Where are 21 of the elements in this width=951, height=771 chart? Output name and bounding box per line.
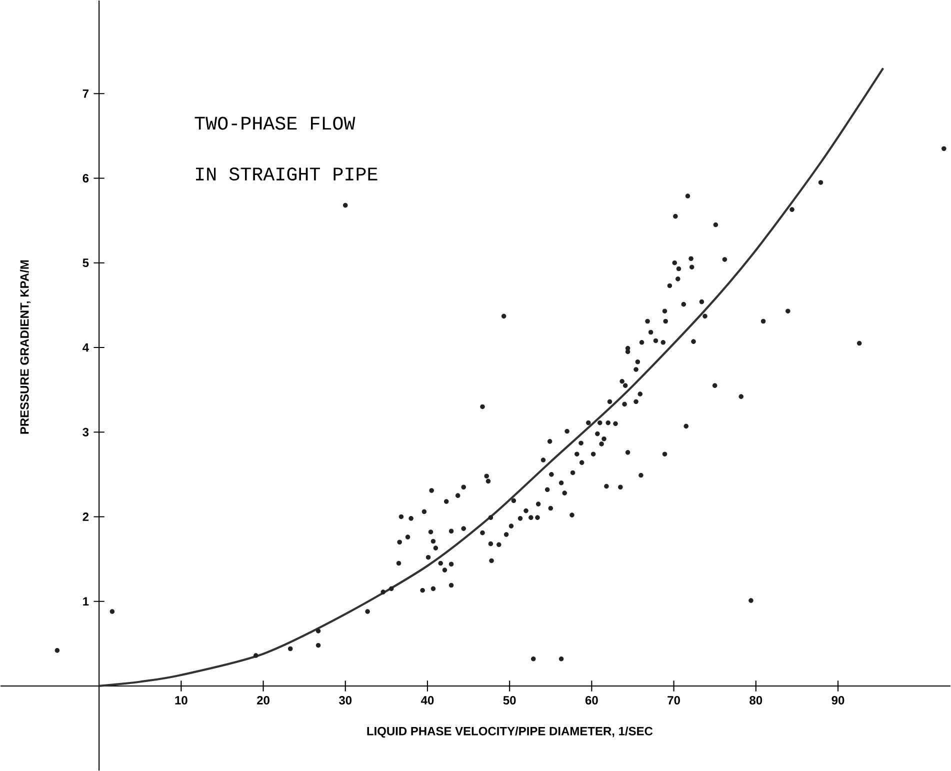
- line-series: [98, 67, 884, 687]
- y-tick-label: 7: [82, 89, 88, 98]
- x-axis-title: LIQUID PHASE VELOCITY/PIPE DIAMETER, 1/SEC: [367, 726, 653, 738]
- x-tick-label: 30: [338, 696, 352, 704]
- x-tick-label: 50: [503, 696, 516, 704]
- y-axis-title: PRESSURE GRADIENT, KPA/M: [20, 260, 31, 434]
- y-tick-label: 2: [82, 512, 89, 521]
- y-tick-label: 6: [82, 174, 89, 182]
- x-tick-label: 80: [750, 696, 762, 704]
- x-tick-label: 40: [420, 696, 434, 704]
- y-tick-label: 1: [83, 597, 89, 606]
- text: TWO-PHASE FLOW: [194, 116, 356, 130]
- x-tick-label: 90: [832, 696, 844, 704]
- x-tick-label: 70: [668, 696, 680, 704]
- x-tick-label: 60: [585, 696, 598, 704]
- y-tick-label: 5: [82, 258, 89, 267]
- x-tick-label: 20: [257, 696, 270, 704]
- y-tick-label: 4: [82, 343, 89, 352]
- x-tick-label: 10: [175, 696, 188, 704]
- y-tick-label: 3: [82, 428, 89, 436]
- text: IN STRAIGHT PIPE: [196, 167, 378, 180]
